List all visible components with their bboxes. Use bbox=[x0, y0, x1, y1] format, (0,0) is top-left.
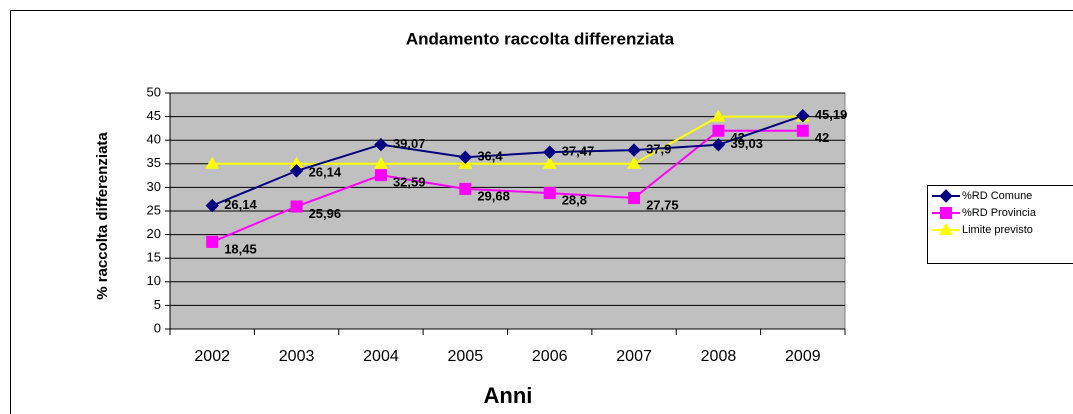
data-label: 28,8 bbox=[562, 193, 587, 208]
y-tick-label: 45 bbox=[147, 108, 161, 123]
data-point bbox=[628, 192, 641, 205]
data-label: 26,14 bbox=[224, 197, 257, 212]
data-point bbox=[205, 156, 220, 169]
y-tick-label: 0 bbox=[154, 320, 161, 335]
y-tick-label: 35 bbox=[147, 155, 161, 170]
data-label: 27,75 bbox=[646, 197, 679, 212]
y-tick-label: 25 bbox=[147, 202, 161, 217]
legend-box bbox=[927, 185, 1073, 264]
y-tick-label: 15 bbox=[147, 250, 161, 265]
data-label: 29,68 bbox=[477, 188, 510, 203]
chart-title: Andamento raccolta differenziata bbox=[406, 29, 675, 48]
data-point bbox=[627, 156, 642, 169]
legend-label: %RD Comune bbox=[962, 190, 1032, 202]
y-tick-label: 40 bbox=[147, 132, 161, 147]
y-tick-label: 5 bbox=[154, 297, 161, 312]
data-label: 18,45 bbox=[224, 241, 257, 256]
data-label: 25,96 bbox=[309, 206, 342, 221]
data-point bbox=[627, 143, 641, 157]
data-point bbox=[796, 108, 810, 123]
y-tick-label: 20 bbox=[147, 226, 161, 241]
y-axis-label: % raccolta differenziata bbox=[94, 132, 111, 300]
data-label: 37,9 bbox=[646, 142, 671, 157]
legend-marker bbox=[939, 189, 953, 203]
x-tick-label: 2008 bbox=[701, 348, 737, 365]
data-point bbox=[711, 109, 726, 122]
data-point bbox=[290, 200, 303, 213]
data-label: 36,4 bbox=[477, 149, 503, 164]
data-point bbox=[712, 124, 725, 137]
legend-label: %RD Provincia bbox=[962, 207, 1037, 219]
data-label: 42 bbox=[730, 130, 744, 145]
data-label: 39,07 bbox=[393, 136, 426, 151]
y-tick-label: 10 bbox=[147, 273, 161, 288]
series-line bbox=[211, 114, 804, 207]
data-point bbox=[542, 156, 557, 169]
x-tick-label: 2003 bbox=[279, 348, 315, 365]
data-point bbox=[206, 235, 219, 248]
data-point bbox=[458, 150, 473, 164]
data-point bbox=[289, 156, 304, 169]
x-tick-label: 2009 bbox=[785, 348, 821, 365]
data-point bbox=[374, 169, 387, 182]
data-point bbox=[542, 145, 557, 159]
annotation: 26,14 bbox=[309, 164, 342, 179]
legend-marker bbox=[939, 223, 953, 235]
data-label: 45,19 bbox=[815, 107, 848, 122]
legend-marker bbox=[940, 207, 952, 219]
data-point bbox=[374, 137, 388, 152]
data-point bbox=[373, 156, 388, 169]
x-tick-label: 2007 bbox=[616, 348, 652, 365]
series-line bbox=[212, 115, 803, 165]
series-line bbox=[211, 129, 803, 243]
y-tick-label: 50 bbox=[147, 84, 161, 99]
legend: %RD Comune %RD Provincia Limite previsto bbox=[927, 185, 1073, 264]
x-tick-label: 2004 bbox=[363, 348, 399, 365]
x-tick-label: 2002 bbox=[194, 348, 230, 365]
legend-label: Limite previsto bbox=[962, 224, 1033, 236]
x-axis-label: Anni bbox=[484, 383, 533, 408]
data-point bbox=[459, 182, 472, 195]
data-label: 32,59 bbox=[393, 175, 426, 190]
data-point bbox=[796, 124, 809, 137]
data-point bbox=[543, 187, 556, 200]
x-tick-label: 2006 bbox=[532, 348, 568, 365]
x-tick-label: 2005 bbox=[448, 348, 484, 365]
data-point bbox=[289, 164, 304, 178]
data-label: 37,47 bbox=[562, 144, 595, 159]
data-point bbox=[711, 138, 726, 152]
data-label: 39,03 bbox=[730, 136, 763, 151]
y-tick-label: 30 bbox=[147, 179, 161, 194]
data-label: 42 bbox=[815, 130, 829, 145]
data-point bbox=[205, 198, 219, 213]
